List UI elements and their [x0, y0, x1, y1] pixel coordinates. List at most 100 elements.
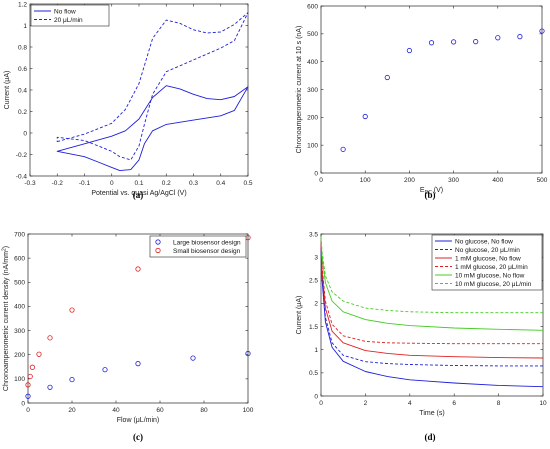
- y-tick-label: 0: [23, 130, 27, 137]
- x-tick-label: 10: [539, 400, 547, 407]
- y-tick-label: 0.2: [18, 109, 27, 116]
- x-tick-label: 0: [26, 407, 30, 414]
- data-point: [428, 40, 435, 46]
- data-point: [69, 307, 75, 313]
- x-tick-label: -0.3: [24, 180, 36, 187]
- data-point: [36, 351, 42, 357]
- series-line: [320, 236, 543, 314]
- x-axis-label-text: Flow (μL/min): [117, 417, 160, 424]
- data-point: [27, 373, 33, 380]
- plot-frame: [320, 5, 543, 174]
- y-tick-label: -0.4: [16, 173, 28, 180]
- series-line: [320, 238, 544, 331]
- y-tick-label: 0.8: [18, 44, 27, 51]
- data-point: [135, 361, 141, 367]
- y-axis-label-text: Current (μA): [4, 71, 11, 110]
- x-tick-label: 200: [404, 177, 415, 184]
- panel-3: 0 20 40 60 80 100 0 100 200 300 400 500 600 700 Flow (…: [2, 231, 254, 424]
- y-axis-label-text: Chronoamperometric current density (nA/m…: [3, 251, 10, 391]
- y-tick-label: 300: [307, 87, 318, 94]
- y-axis-label-text: Chronoamperometric current at 10 s (nA): [296, 26, 303, 154]
- y-tick-label: 0.6: [18, 66, 27, 73]
- x-tick-label: 8: [497, 400, 501, 407]
- x-axis-label-unit: (V): [432, 187, 443, 194]
- data-point: [406, 47, 412, 54]
- legend: No glucose, No flow No glucose, 20 μL/min…: [431, 234, 543, 291]
- panel-2: 0 100 200 300 400 500 0 100 200 300 400 500 600 EDC (…: [296, 3, 548, 196]
- data-point: [47, 384, 53, 390]
- data-point: [473, 39, 479, 45]
- x-tick-label: 500: [537, 177, 548, 184]
- x-tick-label: -0.2: [52, 180, 64, 187]
- x-tick-label: 40: [112, 407, 120, 414]
- data-point: [517, 34, 523, 40]
- y-tick-label: 700: [14, 231, 25, 238]
- data-point: [29, 364, 36, 370]
- panel-4: 0 2 4 6 8 10 0 0.5 1 1.5 2 2.5 3 3.5 Time (s) Current (…: [296, 231, 547, 417]
- x-tick-label: 0.5: [243, 180, 252, 187]
- x-axis-label: Time (s): [419, 410, 444, 417]
- panel-label: (b): [425, 190, 436, 200]
- x-axis-label: Flow (μL/min): [117, 417, 160, 424]
- y-tick-label: 1: [314, 347, 318, 354]
- x-tick-label: 2: [364, 400, 368, 407]
- panel-label: (d): [425, 432, 436, 442]
- y-tick-label: 400: [307, 59, 318, 66]
- plot-frame: [27, 233, 249, 404]
- legend-label: Large biosensor design: [173, 239, 241, 246]
- series-line: [320, 240, 543, 345]
- y-tick-label: 600: [307, 3, 318, 10]
- series-line: [320, 247, 544, 388]
- data-point: [47, 335, 53, 341]
- x-tick-label: 6: [452, 400, 456, 407]
- legend-label: 10 mM glucose, No flow: [455, 272, 525, 279]
- legend-swatch: [155, 247, 161, 254]
- y-tick-label: 0: [21, 400, 25, 407]
- x-tick-label: 0.1: [134, 180, 143, 187]
- x-tick-label: 0: [319, 177, 323, 184]
- x-tick-label: 0: [319, 400, 323, 407]
- data-point: [495, 35, 501, 41]
- x-tick-label: 300: [448, 177, 459, 184]
- y-tick-label: 2.5: [309, 278, 318, 285]
- panel-label: (c): [133, 432, 143, 442]
- series-line: [320, 243, 544, 359]
- y-tick-label: -0.2: [16, 152, 28, 159]
- x-tick-label: 100: [360, 177, 371, 184]
- x-tick-label: 80: [200, 407, 208, 414]
- y-tick-label: 1.5: [309, 324, 318, 331]
- x-axis-label-text: Potential vs. quasi Ag/AgCl (V): [91, 190, 186, 197]
- x-tick-label: 20: [68, 407, 76, 414]
- y-tick-label: 2: [314, 301, 318, 308]
- legend-label: No flow: [54, 8, 76, 15]
- x-tick-label: 0.4: [216, 180, 225, 187]
- y-axis-label-superscript: 2: [2, 248, 8, 251]
- x-axis-label: EDC (V): [420, 187, 443, 196]
- legend-label: 20 μL/min: [54, 17, 83, 24]
- x-tick-label: 60: [156, 407, 164, 414]
- y-tick-label: 500: [307, 31, 318, 38]
- data-point: [25, 393, 31, 399]
- x-axis-label-text: Time (s): [419, 410, 444, 417]
- legend-box: [149, 235, 247, 258]
- legend-label: 1 mM glucose, No flow: [455, 255, 521, 262]
- y-tick-label: 600: [14, 255, 25, 262]
- data-point: [102, 367, 108, 373]
- data-point: [384, 74, 390, 81]
- x-tick-label: -0.1: [79, 180, 91, 187]
- y-tick-label: 300: [14, 328, 25, 335]
- y-tick-label: 0: [314, 170, 318, 177]
- series-line: [56, 12, 249, 161]
- y-axis-label: Current (μA): [4, 71, 11, 110]
- legend: No flow 20 μL/min: [30, 4, 110, 27]
- x-tick-label: 400: [492, 177, 503, 184]
- y-axis-label-end: ): [3, 246, 10, 248]
- legend-label: 1 mM glucose, 20 μL/min: [455, 264, 528, 271]
- series-line: [56, 85, 249, 172]
- data-point: [190, 355, 196, 361]
- y-tick-label: 200: [14, 352, 25, 359]
- legend-swatch: [155, 239, 161, 245]
- legend-label: 10 mM glucose, 20 μL/min: [455, 281, 532, 288]
- x-axis-label-subscript: DC: [425, 190, 433, 196]
